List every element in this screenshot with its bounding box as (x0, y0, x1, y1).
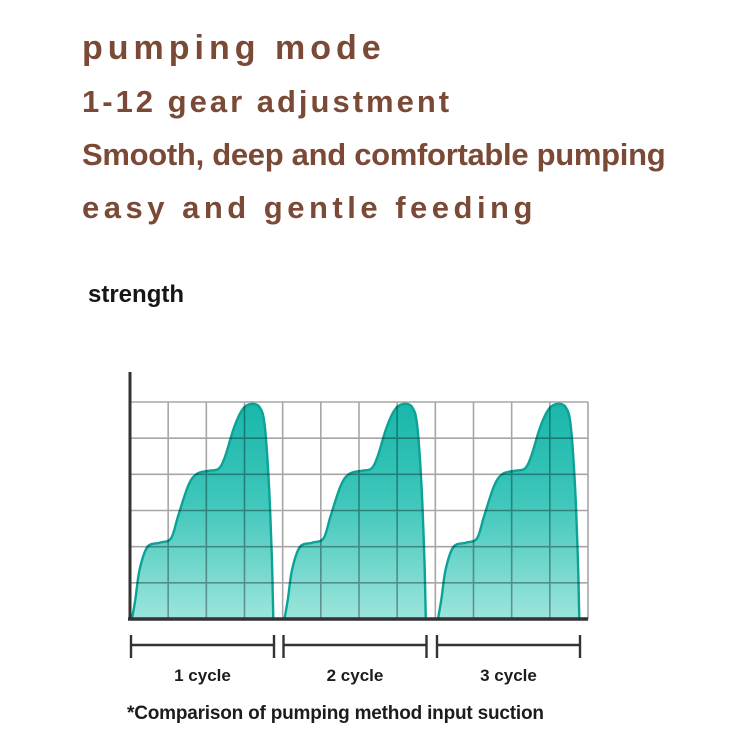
header-subtitle-smooth: Smooth, deep and comfortable pumping (82, 137, 666, 172)
strength-chart: 1 cycle 2 cycle 3 cycle (115, 363, 600, 693)
cycle-label-3: 3 cycle (480, 666, 537, 685)
header-subtitle-feeding: easy and gentle feeding (82, 190, 537, 225)
cycle-bracket-1 (129, 635, 276, 658)
waveform-cycle-1 (130, 402, 275, 621)
cycle-label-2: 2 cycle (327, 666, 384, 685)
y-axis-label-strength: strength (88, 281, 184, 308)
cycle-bracket-3 (435, 635, 582, 658)
header-subtitle-gear: 1-12 gear adjustment (82, 84, 453, 119)
strength-chart-svg: 1 cycle 2 cycle 3 cycle (128, 372, 589, 685)
cycle-bracket-2 (282, 635, 428, 658)
cycle-label-1: 1 cycle (174, 666, 231, 685)
page-title: pumping mode (82, 29, 386, 67)
waveform-cycle-2 (283, 402, 427, 621)
footnote: *Comparison of pumping method input suct… (127, 703, 544, 724)
waveform-cycle-3 (436, 402, 581, 621)
